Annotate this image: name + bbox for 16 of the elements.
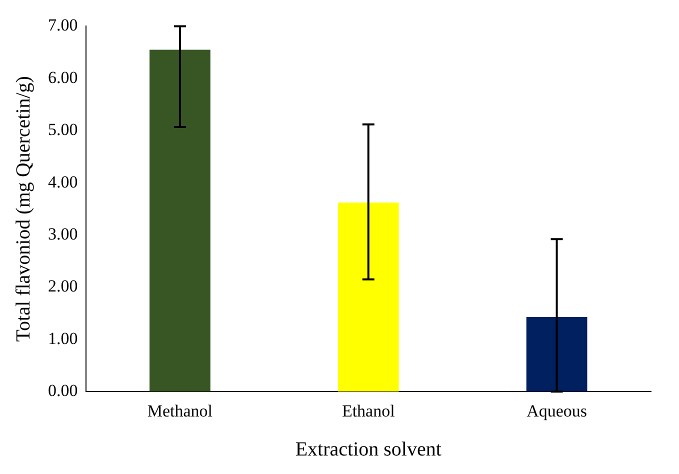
y-tick-label: 6.00 xyxy=(48,68,78,87)
bar xyxy=(526,316,588,392)
y-tick-label: 2.00 xyxy=(48,276,78,296)
bar xyxy=(338,202,399,392)
x-tick-label: Ethanol xyxy=(342,401,396,420)
x-axis-title: Extraction solvent xyxy=(295,438,442,460)
y-tick-label: 1.00 xyxy=(48,328,78,348)
y-tick-label: 3.00 xyxy=(48,224,78,244)
y-tick-label: 4.00 xyxy=(48,172,78,192)
x-tick-label: Aqueous xyxy=(526,401,588,420)
y-tick-label: 7.00 xyxy=(48,16,78,35)
bar xyxy=(150,50,210,392)
y-axis-title: Total flavoniod (mg Quercetin/g) xyxy=(12,76,34,342)
x-tick-label: Methanol xyxy=(147,401,213,420)
y-tick-label: 0.00 xyxy=(48,381,78,400)
y-tick-label: 5.00 xyxy=(48,120,78,140)
